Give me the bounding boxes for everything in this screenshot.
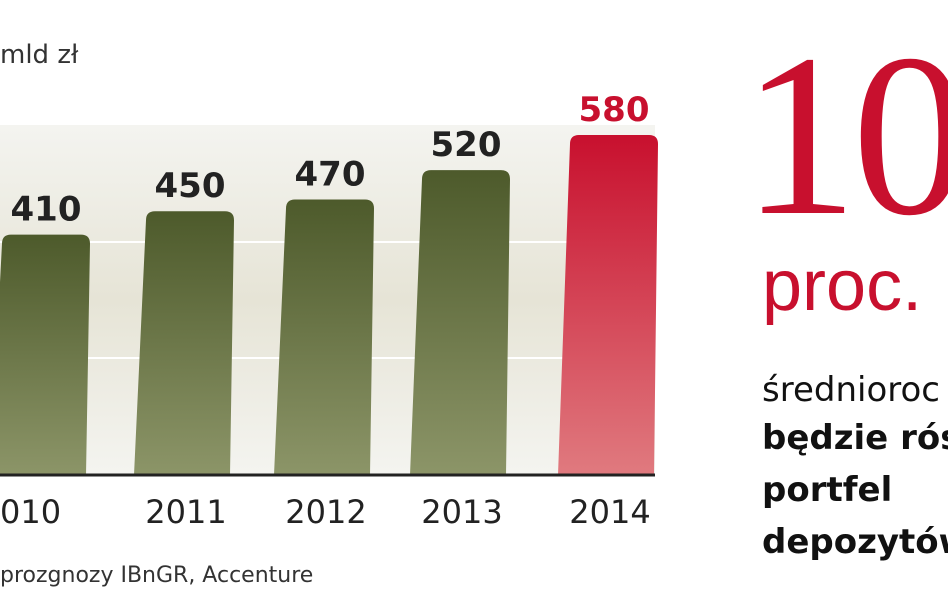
source-note: prozgnozy IBnGR, Accenture <box>0 563 314 588</box>
value-label-2014: 580 <box>579 90 650 130</box>
value-label-2011: 450 <box>155 166 226 206</box>
tick-label-2010: 010 <box>0 493 61 531</box>
bar-2014 <box>558 135 658 475</box>
callout-line-3: portfel <box>762 470 893 510</box>
tick-label-2013: 2013 <box>421 493 502 531</box>
callout-line-1: średnioroc <box>762 370 940 410</box>
callout-line-4: depozytów <box>762 522 948 562</box>
value-label-2010: 410 <box>11 190 82 230</box>
value-label-2012: 470 <box>295 154 366 194</box>
tick-label-2011: 2011 <box>145 493 226 531</box>
bar-2010 <box>0 234 90 475</box>
bar-2013 <box>410 170 510 475</box>
tick-label-2012: 2012 <box>285 493 366 531</box>
value-label-2013: 520 <box>431 125 502 165</box>
callout-number: 10 <box>742 7 948 264</box>
bar-2011 <box>134 211 234 475</box>
tick-label-2014: 2014 <box>569 493 650 531</box>
bar-2012 <box>274 199 374 475</box>
unit-label: mld zł <box>0 40 79 70</box>
callout-line-2: będzie rós <box>762 418 948 458</box>
callout-unit: proc. <box>762 246 923 326</box>
